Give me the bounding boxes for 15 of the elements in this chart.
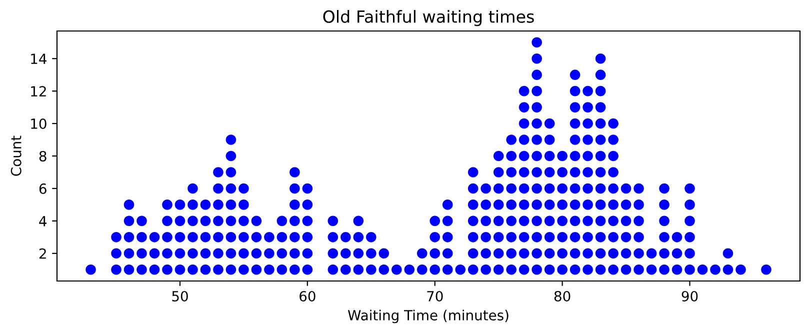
x-tick-label: 50 — [172, 290, 188, 302]
y-tick-label: 14 — [31, 54, 46, 64]
y-tick-label: 12 — [31, 86, 46, 96]
y-tick-label: 4 — [39, 216, 46, 226]
x-tick-label: 90 — [682, 290, 698, 302]
y-axis-title: Count — [10, 136, 22, 176]
x-axis-title: Waiting Time (minutes) — [348, 310, 508, 324]
y-tick-label: 6 — [39, 183, 46, 194]
chart-title: Old Faithful waiting times — [323, 10, 534, 26]
x-tick-label: 70 — [427, 290, 443, 302]
x-tick-label: 80 — [554, 290, 570, 302]
y-tick-label: 2 — [39, 248, 46, 259]
y-tick-label: 8 — [39, 150, 46, 162]
x-tick-label: 60 — [300, 290, 316, 302]
y-tick-label: 10 — [31, 118, 46, 130]
